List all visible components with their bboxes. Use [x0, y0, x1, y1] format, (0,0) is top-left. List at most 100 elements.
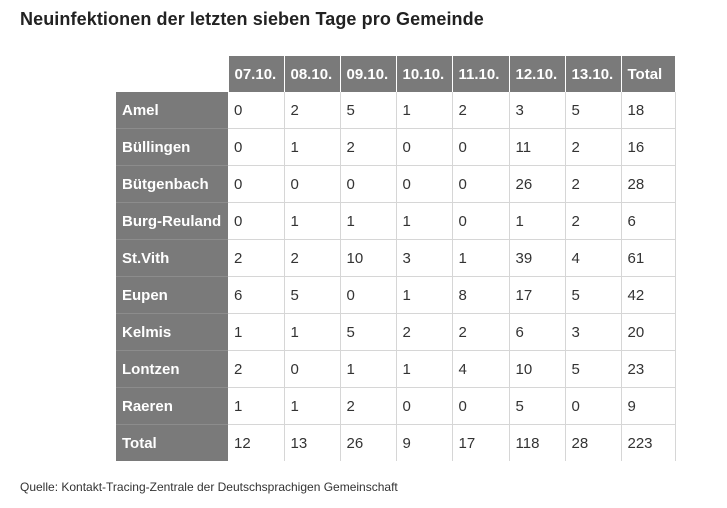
table-cell: 0 — [396, 165, 453, 203]
table-cell: 2 — [340, 128, 397, 166]
column-header: 11.10. — [452, 56, 510, 92]
table-row: Burg-Reuland 0 1 1 1 0 1 2 6 — [116, 202, 676, 240]
table-cell: 5 — [340, 92, 397, 129]
table-cell: 2 — [228, 350, 285, 388]
table-cell: 10 — [509, 350, 566, 388]
table-cell: 223 — [621, 424, 676, 461]
table-cell: 11 — [509, 128, 566, 166]
table-cell: 0 — [396, 387, 453, 425]
row-header: Total — [116, 424, 228, 461]
table-cell: 0 — [284, 165, 341, 203]
table-cell: 5 — [509, 387, 566, 425]
infections-table: 07.10. 08.10. 09.10. 10.10. 11.10. 12.10… — [116, 56, 676, 461]
column-header: 13.10. — [565, 56, 622, 92]
table-cell: 9 — [396, 424, 453, 461]
table-cell: 18 — [621, 92, 676, 129]
page-title: Neuinfektionen der letzten sieben Tage p… — [20, 9, 484, 29]
table-cell: 17 — [509, 276, 566, 314]
table-row: Bütgenbach 0 0 0 0 0 26 2 28 — [116, 165, 676, 203]
row-header: Büllingen — [116, 128, 228, 166]
table-cell: 5 — [565, 350, 622, 388]
row-header: Eupen — [116, 276, 228, 314]
table-cell: 61 — [621, 239, 676, 277]
table-row: Büllingen 0 1 2 0 0 11 2 16 — [116, 128, 676, 166]
table-cell: 3 — [396, 239, 453, 277]
table-row: Raeren 1 1 2 0 0 5 0 9 — [116, 387, 676, 425]
table-cell: 2 — [452, 313, 510, 351]
table-cell: 5 — [565, 92, 622, 129]
table-cell: 0 — [284, 350, 341, 388]
table-cell: 1 — [396, 92, 453, 129]
column-header-total: Total — [621, 56, 675, 92]
table-cell: 26 — [340, 424, 397, 461]
table-cell: 20 — [621, 313, 676, 351]
table-cell: 8 — [452, 276, 510, 314]
table-cell: 0 — [228, 92, 285, 129]
table-cell: 12 — [228, 424, 285, 461]
table-cell: 5 — [340, 313, 397, 351]
table-cell: 2 — [284, 92, 341, 129]
table-cell: 9 — [621, 387, 676, 425]
column-header: 09.10. — [340, 56, 397, 92]
table-cell: 2 — [340, 387, 397, 425]
table-cell: 6 — [228, 276, 285, 314]
table-cell: 0 — [340, 165, 397, 203]
table-row: Amel 0 2 5 1 2 3 5 18 — [116, 92, 676, 129]
table-cell: 16 — [621, 128, 676, 166]
table-cell: 1 — [340, 202, 397, 240]
table-cell: 17 — [452, 424, 510, 461]
table-cell: 1 — [340, 350, 397, 388]
table-cell: 26 — [509, 165, 566, 203]
table-row: Lontzen 2 0 1 1 4 10 5 23 — [116, 350, 676, 388]
source-note: Quelle: Kontakt-Tracing-Zentrale der Deu… — [20, 480, 398, 494]
table-cell: 1 — [228, 387, 285, 425]
table-cell: 2 — [228, 239, 285, 277]
row-header: Burg-Reuland — [116, 202, 228, 240]
table-row: Total 12 13 26 9 17 118 28 223 — [116, 424, 676, 461]
column-header: 08.10. — [284, 56, 341, 92]
table-row: St.Vith 2 2 10 3 1 39 4 61 — [116, 239, 676, 277]
table-cell: 0 — [396, 128, 453, 166]
table-cell: 4 — [565, 239, 622, 277]
table-cell: 2 — [396, 313, 453, 351]
table-cell: 1 — [509, 202, 566, 240]
table-cell: 2 — [565, 165, 622, 203]
table-cell: 13 — [284, 424, 341, 461]
table-cell: 23 — [621, 350, 676, 388]
table-cell: 4 — [452, 350, 510, 388]
table-cell: 3 — [565, 313, 622, 351]
table-cell: 1 — [396, 350, 453, 388]
table-cell: 118 — [509, 424, 566, 461]
table-cell: 42 — [621, 276, 676, 314]
table-cell: 5 — [284, 276, 341, 314]
table-cell: 28 — [565, 424, 622, 461]
table-cell: 3 — [509, 92, 566, 129]
table-cell: 0 — [452, 202, 510, 240]
table-cell: 2 — [452, 92, 510, 129]
table-cell: 2 — [284, 239, 341, 277]
row-header: Lontzen — [116, 350, 228, 388]
table-cell: 0 — [228, 165, 285, 203]
table-row: Eupen 6 5 0 1 8 17 5 42 — [116, 276, 676, 314]
table-cell: 1 — [284, 202, 341, 240]
table-cell: 0 — [228, 128, 285, 166]
table-cell: 0 — [452, 387, 510, 425]
table-cell: 1 — [284, 313, 341, 351]
table-cell: 2 — [565, 128, 622, 166]
table-cell: 1 — [396, 276, 453, 314]
table-cell: 1 — [228, 313, 285, 351]
table-cell: 2 — [565, 202, 622, 240]
column-header: 07.10. — [228, 56, 285, 92]
table-cell: 10 — [340, 239, 397, 277]
table-cell: 28 — [621, 165, 676, 203]
table-cell: 0 — [452, 165, 510, 203]
column-header: 12.10. — [509, 56, 566, 92]
header-row: 07.10. 08.10. 09.10. 10.10. 11.10. 12.10… — [116, 56, 675, 92]
table-cell: 1 — [284, 387, 341, 425]
row-header: Bütgenbach — [116, 165, 228, 203]
row-header: Kelmis — [116, 313, 228, 351]
table-cell: 6 — [621, 202, 676, 240]
table-cell: 0 — [565, 387, 622, 425]
table-cell: 0 — [452, 128, 510, 166]
table-cell: 6 — [509, 313, 566, 351]
